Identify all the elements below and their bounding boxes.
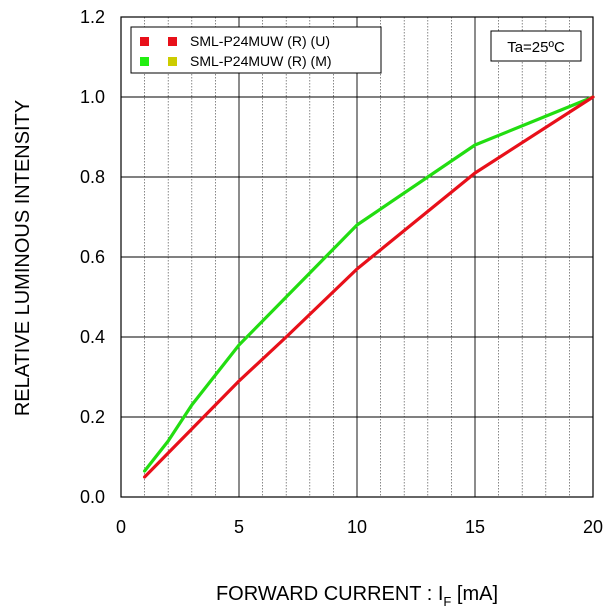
x-tick-labels: 0 5 10 15 20 [116, 517, 603, 537]
legend-marker-1a [140, 37, 149, 46]
y-tick-label: 0.8 [80, 167, 105, 187]
y-tick-label: 1.2 [80, 7, 105, 27]
x-axis-title-main: FORWARD CURRENT : I [216, 583, 443, 605]
plot-frame [120, 16, 594, 498]
major-gridlines [121, 17, 593, 497]
y-tick-label: 0.0 [80, 487, 105, 507]
x-axis-title-subscript: F [443, 594, 451, 609]
x-tick-label: 20 [583, 517, 603, 537]
legend-label-2: SML-P24MUW (R) (M) [190, 53, 332, 69]
legend-marker-2a [140, 57, 149, 66]
x-tick-label: 5 [234, 517, 244, 537]
series-line-1 [143, 95, 595, 479]
y-tick-labels: 0.0 0.2 0.4 0.6 0.8 1.0 1.2 [80, 7, 105, 507]
legend-label-1: SML-P24MUW (R) (U) [190, 33, 330, 49]
y-axis-title: RELATIVE LUMINOUS INTENSITY [12, 100, 34, 416]
legend-marker-2b [168, 57, 177, 66]
condition-box: Ta=25ºC [490, 30, 582, 62]
series-line-2 [143, 95, 595, 473]
series-layer [143, 95, 595, 479]
y-tick-label: 0.6 [80, 247, 105, 267]
x-tick-label: 0 [116, 517, 126, 537]
x-tick-label: 15 [465, 517, 485, 537]
y-tick-label: 1.0 [80, 87, 105, 107]
x-axis-title: FORWARD CURRENT : IF [mA] [216, 583, 498, 609]
y-tick-label: 0.2 [80, 407, 105, 427]
y-tick-label: 0.4 [80, 327, 105, 347]
condition-box-frame [490, 30, 582, 62]
x-tick-label: 10 [347, 517, 367, 537]
legend-marker-1b [168, 37, 177, 46]
legend: SML-P24MUW (R) (U) SML-P24MUW (R) (M) [130, 26, 382, 74]
condition-label: Ta=25ºC [507, 39, 565, 56]
x-axis-title-unit: [mA] [451, 583, 498, 605]
